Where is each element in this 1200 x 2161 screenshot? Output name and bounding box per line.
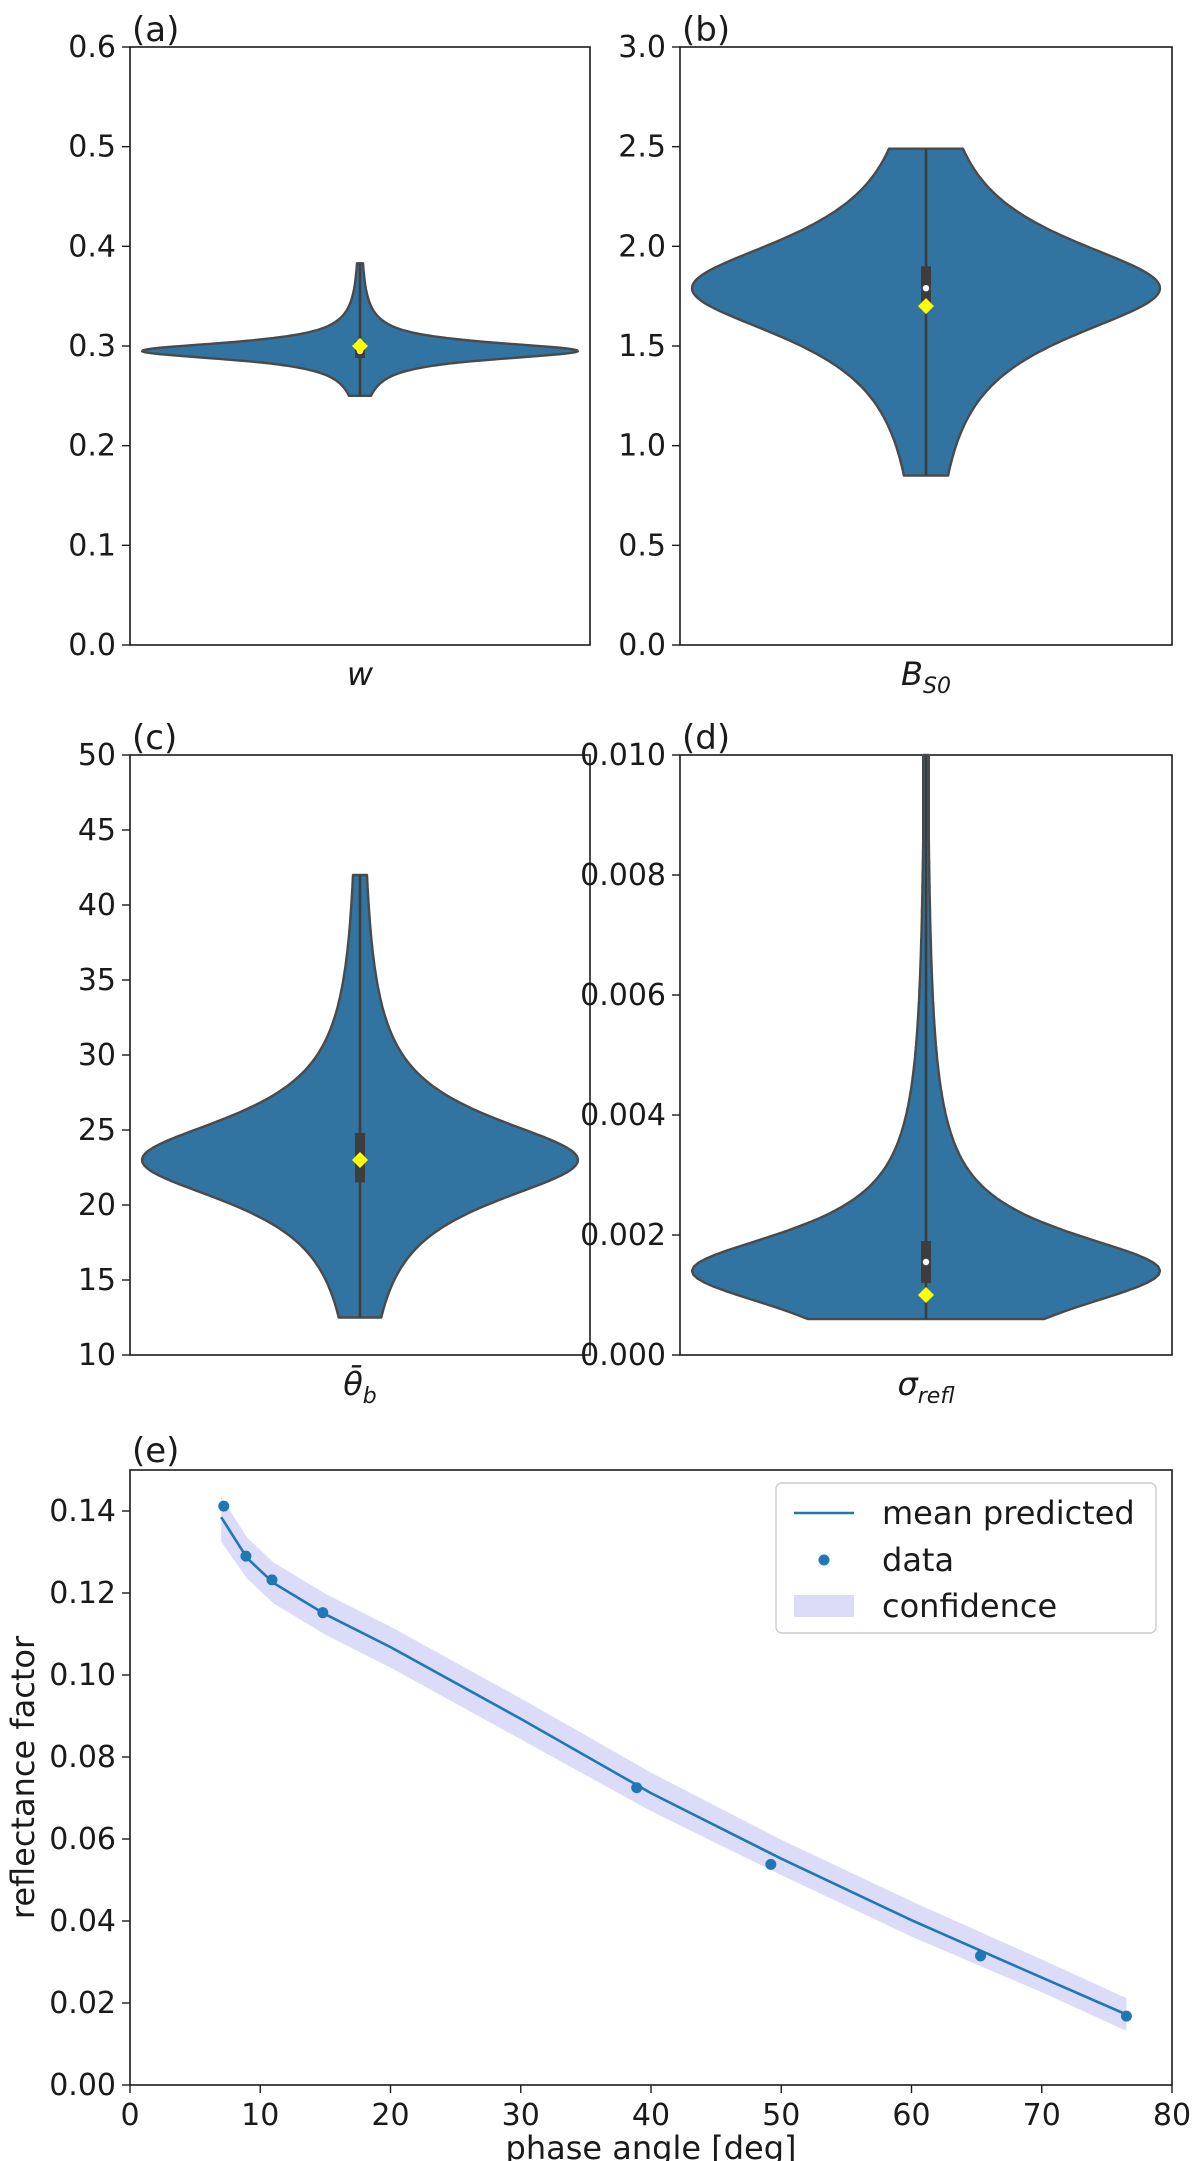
y-tick-label: 1.5 — [618, 329, 666, 364]
y-tick-label: 0.008 — [580, 858, 666, 893]
y-tick-label: 10 — [78, 1338, 116, 1373]
y-tick-label: 2.5 — [618, 130, 666, 165]
legend-dot-swatch — [818, 1554, 830, 1566]
y-tick-label: 35 — [78, 963, 116, 998]
legend-label-mean-predicted: mean predicted — [882, 1494, 1135, 1532]
x-axis-label-subscript: b — [363, 1384, 377, 1409]
legend-box — [775, 1482, 1157, 1634]
violin-median-marker — [922, 1258, 930, 1266]
panel-label: (a) — [132, 10, 179, 50]
data-point — [1120, 2010, 1132, 2022]
panel-b-violin: 0.0 0.5 1.0 1.5 2.0 2.5 3.0 (b) BS0 — [618, 10, 1173, 699]
y-tick-label: 0.004 — [580, 1098, 666, 1133]
x-tick-label: 20 — [371, 2098, 409, 2133]
violin-median-marker — [922, 284, 930, 292]
true-value-marker — [918, 298, 934, 315]
y-tick-label: 0.0 — [68, 628, 116, 663]
y-tick-label: 0.6 — [68, 30, 116, 65]
y-tick-label: 0.12 — [49, 1576, 116, 1611]
y-tick-label: 3.0 — [618, 30, 666, 65]
y-tick-label: 0.2 — [68, 429, 116, 464]
x-tick-label: 80 — [1153, 2098, 1191, 2133]
x-tick-label: 40 — [632, 2098, 670, 2133]
legend-label-confidence: confidence — [882, 1587, 1057, 1625]
y-tick-label: 2.0 — [618, 229, 666, 264]
data-point — [218, 1500, 230, 1512]
y-tick-label: 0.3 — [68, 329, 116, 364]
y-tick-label: 0.1 — [68, 528, 116, 563]
panel-a-violin: 0.0 0.1 0.2 0.3 0.4 0.5 0.6 (a) w — [68, 10, 591, 693]
y-tick-label: 45 — [78, 813, 116, 848]
y-axis-label: reflectance factor — [4, 1635, 42, 1919]
x-axis-label-main: w — [347, 655, 374, 693]
y-tick-label: 0.10 — [49, 1658, 116, 1693]
panel-c-violin: 10 15 20 25 30 35 40 45 50 (c) θ̄b — [78, 718, 591, 1409]
x-tick-label: 50 — [762, 2098, 800, 2133]
confidence-band — [221, 1496, 1127, 2031]
y-tick-label: 0.14 — [49, 1494, 116, 1529]
y-tick-label: 0.0 — [618, 628, 666, 663]
y-tick-label: 1.0 — [618, 429, 666, 464]
panel-label: (e) — [132, 1431, 179, 1471]
legend-label-data: data — [882, 1541, 954, 1579]
data-point — [317, 1607, 329, 1619]
x-tick-label: 10 — [241, 2098, 279, 2133]
y-tick-label: 0.06 — [49, 1822, 116, 1857]
x-axis-label: phase angle [deg] — [506, 2129, 797, 2161]
y-tick-label: 0.002 — [580, 1218, 666, 1253]
x-axis-label-main: B — [901, 655, 923, 693]
panel-label: (b) — [682, 10, 730, 50]
data-point — [631, 1782, 643, 1794]
y-tick-label: 0.08 — [49, 1740, 116, 1775]
y-tick-label: 40 — [78, 888, 116, 923]
x-tick-label: 60 — [892, 2098, 930, 2133]
y-tick-label: 0.4 — [68, 229, 116, 264]
x-tick-label: 30 — [502, 2098, 540, 2133]
y-tick-label: 0.5 — [68, 130, 116, 165]
data-point — [266, 1574, 278, 1586]
true-value-marker — [918, 1287, 934, 1303]
legend-band-swatch — [794, 1595, 854, 1617]
y-tick-label: 30 — [78, 1038, 116, 1073]
x-axis-label-main: σ — [897, 1365, 919, 1403]
x-axis-label: BS0 — [901, 655, 951, 699]
y-tick-label: 15 — [78, 1263, 116, 1298]
y-tick-label: 0.000 — [580, 1338, 666, 1373]
mean-predicted-line — [220, 1516, 1127, 2016]
y-tick-label: 0.010 — [580, 738, 666, 773]
panel-e-line-chart: 0.00 0.02 0.04 0.06 0.08 0.10 0.12 0.14 0 10 20 30 4… — [4, 1431, 1191, 2161]
y-tick-label: 0.02 — [49, 1986, 116, 2021]
x-axis-label-subscript: S0 — [923, 674, 951, 699]
y-tick-label: 0.04 — [49, 1904, 116, 1939]
y-tick-label: 0.006 — [580, 978, 666, 1013]
panel-label: (c) — [132, 718, 177, 758]
y-tick-label: 0.00 — [49, 2068, 116, 2103]
true-value-marker — [352, 338, 368, 354]
y-tick-label: 20 — [78, 1188, 116, 1223]
x-axis-label-main: θ̄ — [343, 1364, 363, 1403]
y-tick-label: 0.5 — [618, 528, 666, 563]
x-axis-label: w — [347, 655, 374, 693]
panel-d-violin: 0.000 0.002 0.004 0.006 0.008 0.010 (d) σrefl — [580, 718, 1173, 1409]
true-value-marker — [352, 1152, 368, 1168]
data-point — [240, 1550, 252, 1562]
x-tick-label: 70 — [1023, 2098, 1061, 2133]
data-point — [765, 1858, 777, 1870]
x-axis-label: θ̄b — [343, 1364, 377, 1409]
y-tick-label: 50 — [78, 738, 116, 773]
x-tick-label: 0 — [120, 2098, 139, 2133]
panel-label: (d) — [682, 718, 730, 758]
data-point — [975, 1950, 987, 1962]
y-tick-label: 25 — [78, 1113, 116, 1148]
x-axis-label: σrefl — [897, 1365, 955, 1409]
x-axis-label-subscript: refl — [918, 1384, 956, 1409]
